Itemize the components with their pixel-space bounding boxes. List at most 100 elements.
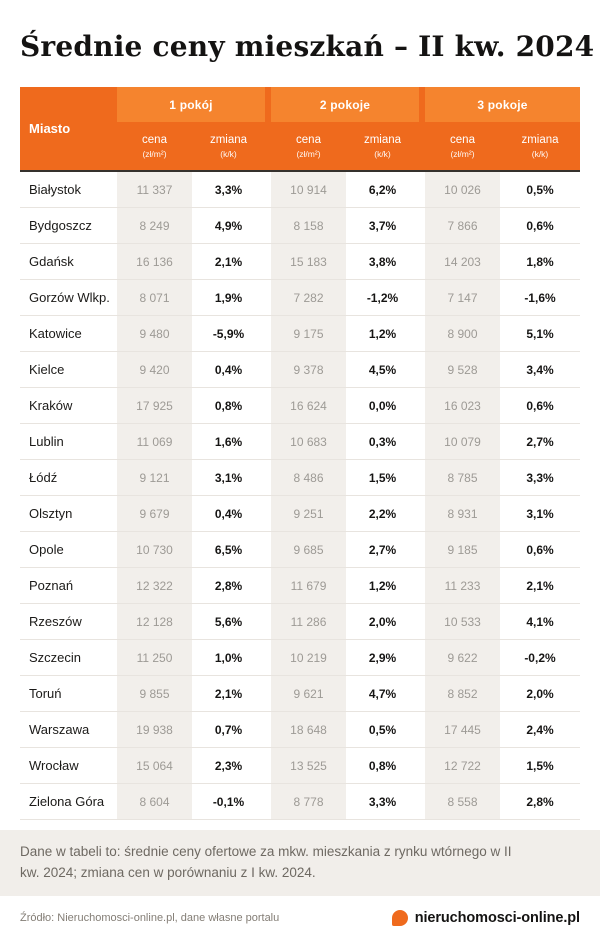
change-3room-cell: 0,6%: [526, 398, 554, 413]
price-1room-cell: 8 604: [117, 784, 192, 819]
price-3room-cell: 8 852: [425, 676, 500, 711]
city-cell: Warszawa: [29, 722, 90, 737]
price-label: cena: [142, 133, 167, 146]
table-row: Szczecin 11 250 1,0% 10 219 2,9% 9 622 -0,2%: [20, 640, 580, 676]
city-cell: Gorzów Wlkp.: [29, 290, 110, 305]
city-cell: Wrocław: [29, 758, 79, 773]
change-2room-cell: 1,2%: [368, 326, 397, 341]
city-cell: Poznań: [29, 578, 74, 593]
city-cell: Opole: [29, 542, 64, 557]
change-2room-cell: 0,5%: [368, 722, 397, 737]
price-2room-cell: 10 914: [271, 172, 346, 207]
price-3room-cell: 14 203: [425, 244, 500, 279]
price-2room-cell: 9 621: [271, 676, 346, 711]
change-3room-cell: 3,3%: [526, 470, 554, 485]
table-row: Poznań 12 322 2,8% 11 679 1,2% 11 233 2,1%: [20, 568, 580, 604]
city-column-header: Miasto: [29, 121, 71, 136]
table-row: Olsztyn 9 679 0,4% 9 251 2,2% 8 931 3,1%: [20, 496, 580, 532]
price-label: cena: [296, 133, 321, 146]
change-2room-cell: 2,7%: [368, 542, 397, 557]
price-subheader-2room: cena (zł/m²): [271, 122, 346, 170]
change-1room-cell: 2,1%: [214, 686, 243, 701]
change-2room-cell: 1,2%: [368, 578, 397, 593]
change-1room-cell: 0,7%: [214, 722, 243, 737]
price-1room-cell: 9 121: [117, 460, 192, 495]
change-3room-cell: 5,1%: [526, 326, 554, 341]
price-1room-cell: 11 337: [117, 172, 192, 207]
change-subheader-2room: zmiana (k/k): [346, 122, 419, 170]
change-2room-cell: 0,0%: [368, 398, 397, 413]
change-unit: (k/k): [220, 148, 237, 159]
price-2room-cell: 9 251: [271, 496, 346, 531]
city-cell: Rzeszów: [29, 614, 82, 629]
footnote: Dane w tabeli to: średnie ceny ofertowe …: [0, 830, 600, 896]
price-3room-cell: 10 533: [425, 604, 500, 639]
change-2room-cell: 6,2%: [368, 182, 397, 197]
change-3room-cell: 0,6%: [526, 542, 554, 557]
change-3room-cell: 2,1%: [526, 578, 554, 593]
change-1room-cell: 1,0%: [214, 650, 243, 665]
table-row: Zielona Góra 8 604 -0,1% 8 778 3,3% 8 558 2,8%: [20, 784, 580, 820]
change-2room-cell: 3,8%: [368, 254, 397, 269]
change-1room-cell: 2,3%: [214, 758, 243, 773]
price-1room-cell: 17 925: [117, 388, 192, 423]
price-2room-cell: 13 525: [271, 748, 346, 783]
price-3room-cell: 17 445: [425, 712, 500, 747]
change-1room-cell: 0,4%: [214, 506, 243, 521]
change-3room-cell: -1,6%: [524, 290, 556, 305]
price-table: Miasto 1 pokój 2 pokoje 3 pokoje cena (z…: [20, 87, 580, 820]
change-2room-cell: 0,3%: [368, 434, 397, 449]
group-header-1room: 1 pokój: [117, 87, 265, 122]
change-2room-cell: 2,9%: [368, 650, 397, 665]
table-row: Rzeszów 12 128 5,6% 11 286 2,0% 10 533 4,1%: [20, 604, 580, 640]
change-3room-cell: 3,1%: [526, 506, 554, 521]
price-1room-cell: 11 069: [117, 424, 192, 459]
price-3room-cell: 8 785: [425, 460, 500, 495]
footnote-text: Dane w tabeli to: średnie ceny ofertowe …: [20, 844, 512, 880]
brand-name: nieruchomosci-online.pl: [414, 909, 580, 926]
change-2room-cell: 2,0%: [368, 614, 397, 629]
brand-logo-icon: [391, 909, 408, 926]
change-1room-cell: 0,4%: [214, 362, 243, 377]
price-1room-cell: 11 250: [117, 640, 192, 675]
price-label: cena: [450, 133, 475, 146]
change-2room-cell: 2,2%: [368, 506, 397, 521]
city-cell: Zielona Góra: [29, 794, 105, 809]
change-2room-cell: 0,8%: [368, 758, 397, 773]
change-2room-cell: 3,3%: [368, 794, 397, 809]
price-2room-cell: 9 685: [271, 532, 346, 567]
change-1room-cell: 1,9%: [214, 290, 243, 305]
price-2room-cell: 10 683: [271, 424, 346, 459]
price-1room-cell: 9 480: [117, 316, 192, 351]
change-3room-cell: 0,5%: [526, 182, 554, 197]
change-1room-cell: 5,6%: [214, 614, 243, 629]
table-row: Gorzów Wlkp. 8 071 1,9% 7 282 -1,2% 7 147 -1,6…: [20, 280, 580, 316]
price-1room-cell: 9 420: [117, 352, 192, 387]
price-3room-cell: 11 233: [425, 568, 500, 603]
change-unit: (k/k): [531, 148, 549, 159]
brand: nieruchomosci-online.pl: [391, 909, 580, 926]
table-row: Białystok 11 337 3,3% 10 914 6,2% 10 026 0,5%: [20, 172, 580, 208]
table-row: Katowice 9 480 -5,9% 9 175 1,2% 8 900 5,1%: [20, 316, 580, 352]
price-3room-cell: 9 528: [425, 352, 500, 387]
change-label: zmiana: [363, 133, 402, 146]
change-3room-cell: 2,8%: [526, 794, 554, 809]
table-row: Łódź 9 121 3,1% 8 486 1,5% 8 785 3,3%: [20, 460, 580, 496]
change-1room-cell: 1,6%: [214, 434, 243, 449]
change-1room-cell: 6,5%: [214, 542, 243, 557]
change-3room-cell: 2,7%: [526, 434, 554, 449]
change-1room-cell: 3,3%: [214, 182, 243, 197]
table-row: Opole 10 730 6,5% 9 685 2,7% 9 185 0,6%: [20, 532, 580, 568]
price-3room-cell: 12 722: [425, 748, 500, 783]
price-1room-cell: 15 064: [117, 748, 192, 783]
change-unit: (k/k): [374, 148, 391, 159]
city-cell: Kraków: [29, 398, 73, 413]
price-2room-cell: 15 183: [271, 244, 346, 279]
city-cell: Lublin: [29, 434, 64, 449]
change-1room-cell: 2,1%: [214, 254, 243, 269]
price-2room-cell: 9 378: [271, 352, 346, 387]
price-3room-cell: 7 147: [425, 280, 500, 315]
price-subheader-3room: cena (zł/m²): [425, 122, 500, 170]
price-1room-cell: 8 249: [117, 208, 192, 243]
city-cell: Katowice: [29, 326, 82, 341]
